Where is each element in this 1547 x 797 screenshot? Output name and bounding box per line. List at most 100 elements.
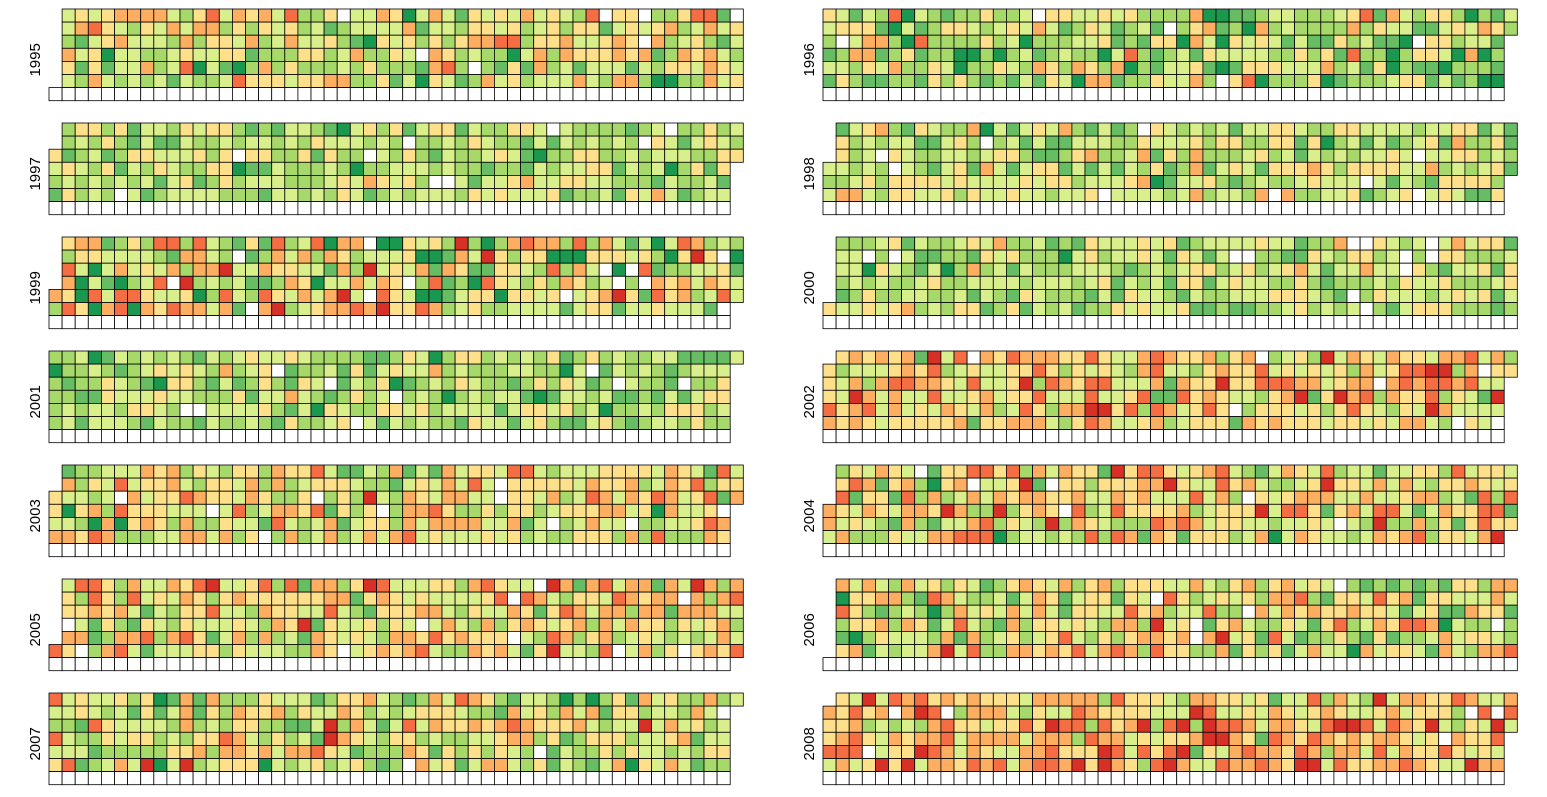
day-cell: [1189, 503, 1204, 518]
day-cell: [1477, 617, 1492, 632]
day-cell: [467, 657, 482, 672]
day-cell: [1084, 47, 1099, 62]
day-cell: [389, 174, 404, 189]
day-cell: [585, 174, 600, 189]
day-cell: [218, 34, 233, 49]
day-cell: [677, 87, 692, 102]
day-cell: [1372, 591, 1387, 606]
day-cell: [559, 517, 574, 531]
day-cell: [520, 34, 535, 49]
day-cell: [349, 61, 364, 75]
day-cell: [979, 429, 994, 444]
day-cell: [218, 275, 233, 290]
day-cell: [1045, 135, 1060, 150]
day-cell: [467, 631, 482, 645]
day-cell: [520, 745, 535, 759]
day-cell: [1202, 188, 1217, 203]
day-cell: [835, 350, 850, 365]
day-cell: [1202, 657, 1217, 672]
day-cell: [114, 275, 129, 290]
day-cell: [1045, 74, 1060, 89]
day-cell: [467, 376, 482, 391]
day-cell: [1006, 644, 1020, 659]
day-cell: [1137, 692, 1151, 707]
day-cell: [1202, 631, 1217, 645]
day-cell: [585, 236, 600, 251]
day-cell: [585, 288, 600, 303]
day-cell: [297, 657, 312, 672]
day-cell: [940, 477, 955, 492]
year-panel-2007: 2007: [27, 692, 744, 786]
day-cell: [1228, 758, 1243, 773]
day-cell: [611, 376, 626, 391]
day-cell: [927, 376, 942, 391]
day-cell: [74, 262, 89, 277]
day-cell: [875, 61, 889, 75]
day-cell: [179, 363, 194, 378]
day-cell: [1163, 34, 1178, 49]
day-cell: [1019, 591, 1034, 606]
day-cell: [153, 530, 168, 545]
day-cell: [1294, 288, 1309, 303]
day-cell: [1307, 490, 1322, 505]
day-cell: [258, 517, 273, 531]
day-cell: [940, 249, 955, 264]
day-cell: [1490, 288, 1505, 303]
day-cell: [218, 429, 233, 444]
day-cell: [74, 631, 89, 645]
day-cell: [166, 490, 181, 505]
day-cell: [690, 477, 705, 492]
day-cell: [979, 517, 994, 531]
day-cell: [323, 477, 338, 492]
day-cell: [1045, 517, 1060, 531]
day-cell: [625, 148, 639, 163]
day-cell: [480, 288, 495, 303]
day-cell: [61, 464, 76, 479]
day-cell: [362, 135, 377, 150]
day-cell: [1438, 302, 1453, 317]
day-cell: [231, 389, 246, 404]
day-cell: [336, 389, 351, 404]
day-cell: [271, 692, 286, 707]
day-cell: [231, 604, 246, 619]
day-cell: [546, 262, 561, 277]
day-cell: [914, 174, 929, 189]
day-cell: [533, 758, 548, 773]
day-cell: [1006, 87, 1020, 102]
day-cell: [336, 745, 351, 759]
day-cell: [914, 8, 929, 23]
day-cell: [179, 350, 194, 365]
day-cell: [611, 503, 626, 518]
day-cell: [74, 758, 89, 773]
day-cell: [1202, 350, 1217, 365]
day-cell: [258, 578, 273, 593]
day-cell: [888, 771, 903, 786]
day-cell: [61, 376, 76, 391]
day-cell: [493, 174, 508, 189]
day-cell: [1307, 122, 1322, 137]
day-cell: [1359, 578, 1374, 593]
day-cell: [1150, 21, 1165, 36]
day-cell: [1150, 503, 1165, 518]
day-cell: [231, 174, 246, 189]
day-cell: [901, 74, 916, 89]
day-cell: [179, 288, 194, 303]
day-cell: [520, 477, 535, 492]
day-cell: [1032, 731, 1047, 746]
day-cell: [480, 122, 495, 137]
day-cell: [901, 631, 916, 645]
day-cell: [389, 61, 404, 75]
day-cell: [87, 416, 102, 431]
day-cell: [848, 745, 863, 759]
day-cell: [1241, 122, 1256, 137]
day-cell: [533, 188, 548, 203]
day-cell: [598, 402, 613, 417]
day-cell: [651, 61, 666, 75]
day-cell: [284, 578, 299, 593]
day-cell: [1176, 275, 1191, 290]
day-cell: [703, 771, 718, 786]
day-cell: [166, 530, 181, 545]
day-cell: [389, 429, 404, 444]
day-cell: [598, 464, 613, 479]
day-cell: [979, 74, 994, 89]
